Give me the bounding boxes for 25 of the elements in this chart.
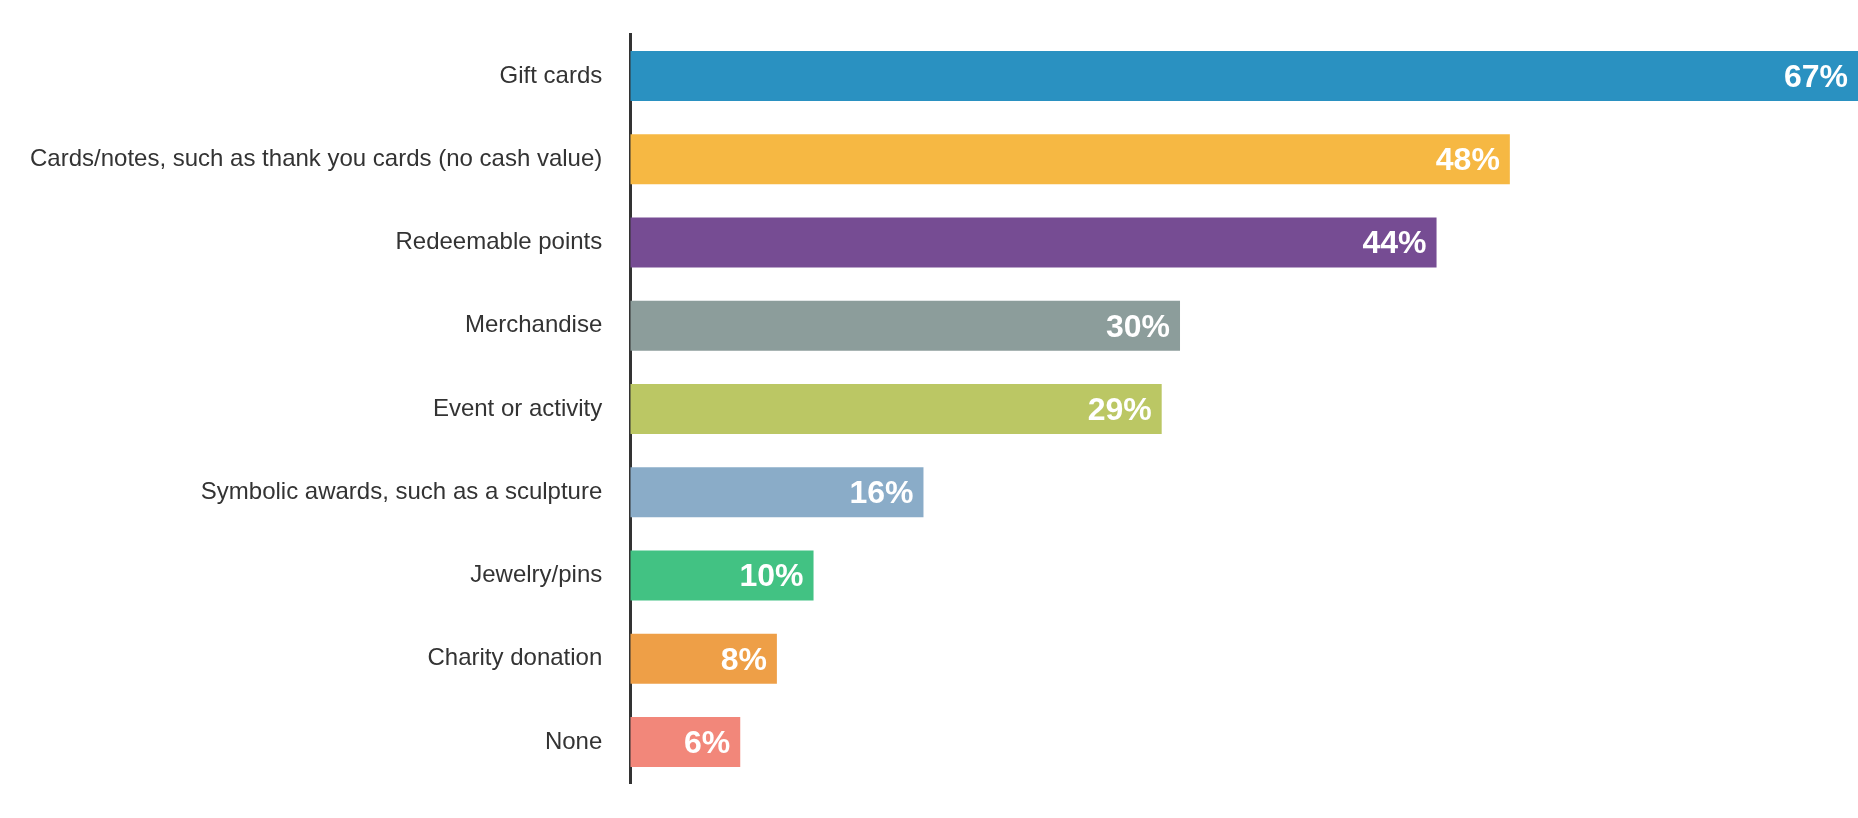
y-tick-label: Jewelry/pins xyxy=(470,560,603,588)
bar xyxy=(630,134,1510,185)
y-tick-label: Symbolic awards, such as a sculpture xyxy=(200,476,603,504)
bar xyxy=(630,300,1181,351)
y-tick-label: Merchandise xyxy=(464,310,603,338)
y-tick-label: None xyxy=(544,726,603,754)
y-tick-label: Event or activity xyxy=(432,393,603,421)
bar xyxy=(630,51,1858,101)
y-tick-label: Charity donation xyxy=(427,643,603,671)
bar xyxy=(630,467,924,518)
data-label: 67% xyxy=(1783,57,1848,94)
data-label: 6% xyxy=(683,723,731,760)
data-label: 16% xyxy=(849,474,914,511)
bar xyxy=(630,384,1162,434)
data-label: 8% xyxy=(720,640,767,677)
bar xyxy=(630,217,1437,268)
y-tick-label: Cards/notes, such as thank you cards (no cash value) xyxy=(30,143,603,171)
y-tick-label: Gift cards xyxy=(499,60,603,88)
data-label: 44% xyxy=(1362,224,1427,261)
data-label: 30% xyxy=(1105,307,1171,344)
bar xyxy=(630,633,777,684)
data-label: 48% xyxy=(1435,141,1500,178)
y-tick-label: Redeemable points xyxy=(395,227,603,255)
data-label: 29% xyxy=(1087,390,1152,427)
data-label: 10% xyxy=(739,557,804,594)
